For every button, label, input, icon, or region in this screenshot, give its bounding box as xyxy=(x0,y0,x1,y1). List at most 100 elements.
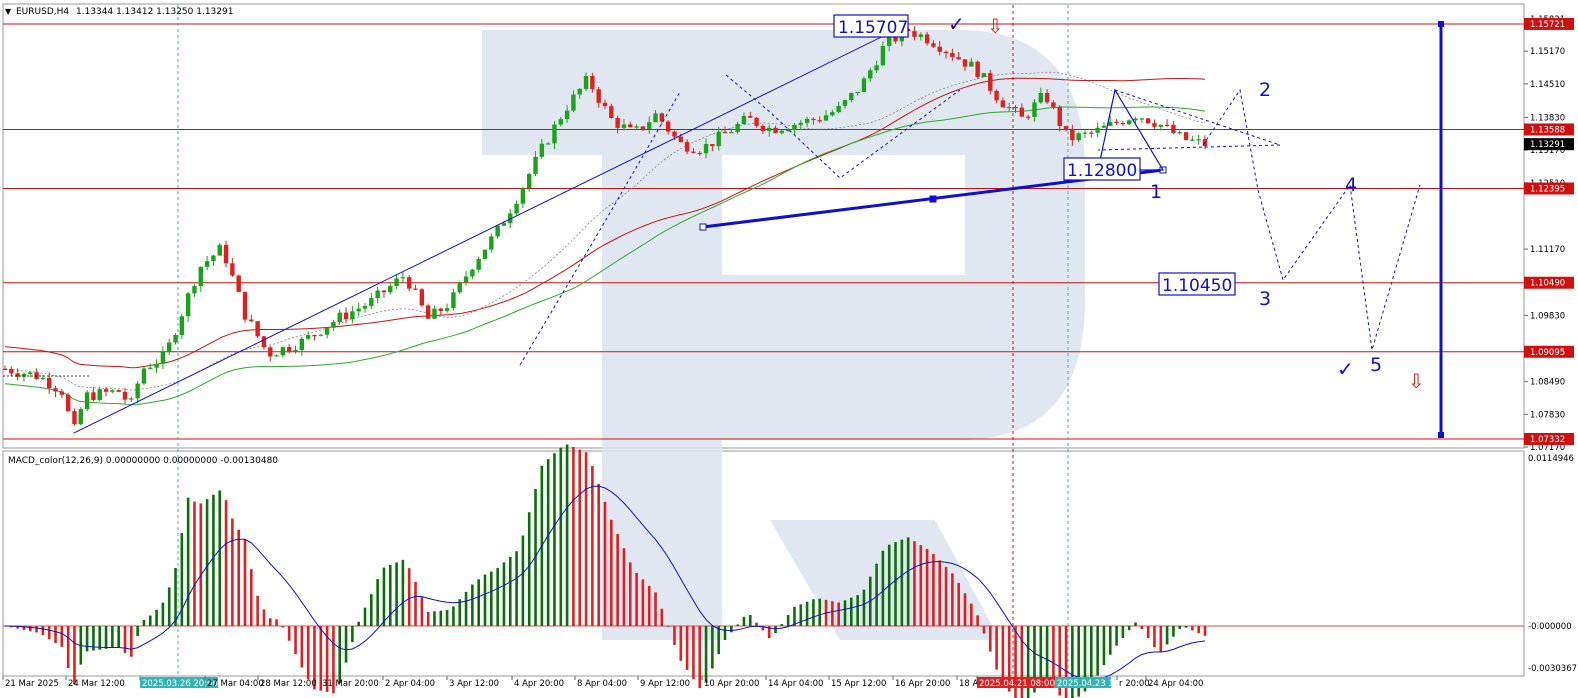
target-high-box: 1.15707 xyxy=(833,14,909,38)
candle-body xyxy=(792,124,797,130)
candle-body xyxy=(1082,132,1088,134)
check-mark-bottom: ✓ xyxy=(1337,357,1354,381)
range-bar-cap xyxy=(1438,432,1444,438)
symbol-dropdown-icon[interactable]: ▼ xyxy=(5,7,12,16)
candle-body xyxy=(318,334,323,336)
level-tag xyxy=(1524,17,1574,30)
candle-body xyxy=(211,255,216,262)
candle-body xyxy=(1196,139,1201,141)
candle-body xyxy=(823,115,829,121)
candle-body xyxy=(293,350,298,352)
candle-body xyxy=(381,290,387,293)
candle-body xyxy=(463,276,469,283)
candle-body xyxy=(394,278,399,286)
candle-body xyxy=(558,119,563,125)
candle-body xyxy=(804,118,810,123)
watermark-shape xyxy=(482,30,1085,640)
time-tick-label: 3 Apr 12:00 xyxy=(449,679,499,689)
level-tag xyxy=(1524,182,1574,195)
candle-body xyxy=(842,100,848,106)
candle-body xyxy=(230,263,235,276)
candle-body xyxy=(9,368,14,374)
candle-body xyxy=(362,305,368,309)
level-tag xyxy=(1524,432,1574,445)
moving-averages xyxy=(4,71,1206,406)
range-bar-cap xyxy=(1438,21,1444,27)
wave-projection xyxy=(519,91,681,366)
candle-body xyxy=(375,290,380,299)
price-tick-label: 1.09830 xyxy=(1530,311,1565,321)
candle-body xyxy=(223,244,229,264)
candle-body xyxy=(84,392,90,410)
candle-body xyxy=(887,36,892,46)
candle-body xyxy=(1171,124,1176,134)
target-mid-label: 1.12800 xyxy=(1067,161,1137,181)
candle-body xyxy=(640,126,646,129)
candle-body xyxy=(91,392,96,401)
candle-body xyxy=(811,118,816,121)
candle-body xyxy=(1032,102,1037,118)
candle-body xyxy=(773,127,778,133)
candle-body xyxy=(407,277,412,289)
time-tick-label: 2025.04.23 12:00 xyxy=(1057,679,1133,689)
time-tick-label: 15 Apr 12:00 xyxy=(831,679,886,689)
candle-body xyxy=(1057,106,1062,127)
candle-body xyxy=(495,225,500,237)
triangle-projection xyxy=(1097,89,1281,151)
candle-body xyxy=(1019,107,1025,117)
candle-body xyxy=(1025,116,1031,118)
candle-body xyxy=(343,312,349,320)
candle-body xyxy=(287,347,292,352)
macd-panel-frame xyxy=(2,450,1525,677)
candle-body xyxy=(583,76,589,89)
current-price-label: 1.13291 xyxy=(1530,140,1565,150)
candle-body xyxy=(918,34,923,37)
candle-body xyxy=(470,269,475,277)
candle-body xyxy=(798,122,803,125)
ohlc-readout: 1.13344 1.13412 1.13250 1.13291 xyxy=(76,7,233,17)
candle-body xyxy=(400,277,406,279)
candle-body xyxy=(735,124,740,133)
level-tag xyxy=(1524,345,1574,358)
level-tag-label: 1.13588 xyxy=(1530,125,1565,135)
candle-body xyxy=(451,292,456,309)
candle-body xyxy=(830,112,835,116)
candle-body xyxy=(103,389,109,392)
candle-body xyxy=(653,113,658,123)
price-tick-label: 1.13170 xyxy=(1530,146,1565,156)
candle-body xyxy=(937,46,942,52)
forecast-path xyxy=(1202,88,1421,351)
candle-body xyxy=(482,249,488,259)
moving-average-green xyxy=(4,106,1206,406)
candle-body xyxy=(21,374,27,377)
macd-tick-label: -0.0030367 xyxy=(1528,664,1577,674)
candle-body xyxy=(1108,121,1113,126)
candle-body xyxy=(874,65,879,71)
candle-body xyxy=(1013,107,1018,109)
candle-body xyxy=(337,312,342,323)
candle-body xyxy=(564,110,570,120)
target-mid-box: 1.12800 xyxy=(1063,157,1141,181)
candle-body xyxy=(489,236,494,250)
target-high-label: 1.15707 xyxy=(838,18,908,38)
candle-body xyxy=(950,52,955,58)
candle-body xyxy=(767,127,772,131)
candle-body xyxy=(331,322,336,328)
candle-body xyxy=(924,34,930,44)
candle-body xyxy=(1063,126,1069,130)
candle-body xyxy=(369,298,374,306)
time-axis: 21 Mar 2025 24 Mar 12:00 2025.03.26 20:002… xyxy=(2,676,1203,689)
candle-body xyxy=(501,223,507,226)
candle-body xyxy=(110,390,115,392)
candle-body xyxy=(78,409,83,425)
candle-body xyxy=(855,91,860,94)
level-tag-label: 1.12395 xyxy=(1530,184,1565,194)
moving-average-red xyxy=(4,77,1206,369)
candle-body xyxy=(236,275,241,292)
wave-3-label: 3 xyxy=(1259,288,1271,310)
time-marker-tag xyxy=(1055,677,1111,688)
candle-body xyxy=(148,367,153,369)
candle-body xyxy=(53,388,58,392)
time-tick-label: 16 Apr 20:00 xyxy=(895,679,950,689)
candle-body xyxy=(1164,124,1170,126)
